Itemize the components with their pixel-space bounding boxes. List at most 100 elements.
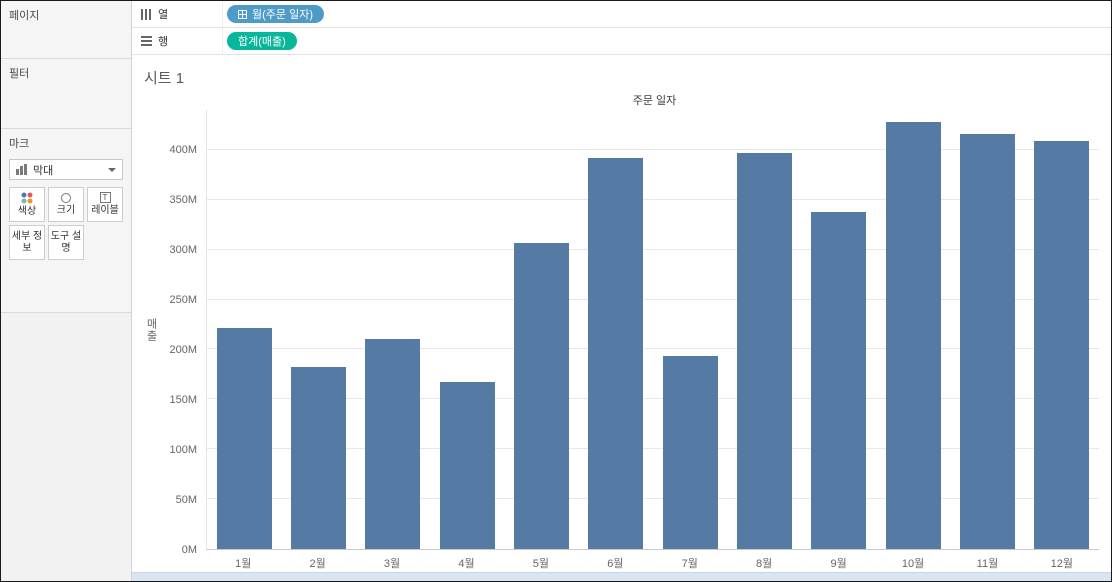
sheet-view: 시트 1 주문 일자 매출 0M 50M 100M 150M 200M 250M 300M 3… [132, 55, 1111, 572]
columns-pill[interactable]: 월(주문 일자) [227, 5, 324, 23]
y-tick-label: 200M [169, 344, 197, 356]
tooltip-button-label: 도구 설명 [50, 231, 82, 254]
mark-buttons: 색상 크기 T 레이블 세부 정보 도구 설명 [9, 187, 123, 260]
y-axis-ticks: 0M 50M 100M 150M 200M 250M 300M 350M 400M [160, 110, 206, 556]
gridline [207, 498, 1099, 500]
gridline [207, 448, 1099, 450]
size-button[interactable]: 크기 [48, 187, 84, 222]
filters-shelf[interactable]: 필터 [1, 59, 131, 129]
pages-shelf[interactable]: 페이지 [1, 1, 131, 59]
gridline [207, 298, 1099, 300]
rows-shelf-head: 행 [132, 33, 222, 49]
x-tick-label: 11월 [976, 558, 999, 570]
bar-slot [281, 110, 355, 549]
x-tick-label: 4월 [458, 558, 475, 570]
bar-slot [653, 110, 727, 549]
detail-button-label: 세부 정보 [11, 231, 43, 254]
rows-pill-label: 합계(매출) [238, 36, 286, 48]
y-tick-label: 150M [169, 394, 197, 406]
bar-slot [950, 110, 1024, 549]
pages-shelf-title: 페이지 [9, 10, 40, 22]
bar-7월[interactable] [662, 356, 718, 549]
y-tick-label: 250M [169, 294, 197, 306]
columns-shelf-head: 열 [132, 6, 222, 22]
bar-12월[interactable] [1034, 140, 1090, 549]
sidebar: 페이지 필터 마크 막대 색상 크기 T [1, 1, 132, 581]
marks-card-title: 마크 [9, 138, 30, 150]
chart-title: 주문 일자 [632, 95, 677, 107]
bar-3월[interactable] [365, 339, 421, 549]
x-tick-label: 12월 [1050, 558, 1074, 570]
x-tick-label: 1월 [235, 558, 252, 570]
y-tick-label: 350M [169, 194, 197, 206]
y-tick-label: 50M [175, 494, 197, 506]
columns-shelf[interactable]: 열 월(주문 일자) [132, 1, 1111, 28]
gridline [207, 248, 1099, 250]
bar-chart-icon [16, 164, 28, 175]
text-label-icon: T [99, 192, 111, 204]
tooltip-button[interactable]: 도구 설명 [48, 225, 84, 260]
bar-slot [207, 110, 281, 549]
bar-slot [579, 110, 653, 549]
x-tick-label: 10월 [901, 558, 925, 570]
bar-slot [876, 110, 950, 549]
gridline [207, 348, 1099, 350]
bar-slot [504, 110, 578, 549]
bar-11월[interactable] [959, 133, 1015, 549]
x-tick-label: 7월 [681, 558, 698, 570]
gridline [207, 398, 1099, 400]
bar-4월[interactable] [439, 382, 495, 549]
y-tick-label: 300M [169, 244, 197, 256]
rows-shelf[interactable]: 행 합계(매출) [132, 28, 1111, 55]
size-icon [61, 192, 71, 203]
size-button-label: 크기 [56, 204, 76, 216]
marks-card: 마크 막대 색상 크기 T 레이블 [1, 129, 131, 313]
bar-slot [356, 110, 430, 549]
x-tick-label: 2월 [309, 558, 326, 570]
x-axis-labels: 1월 2월 3월 4월 5월 6월 7월 8월 9월 10월 11월 12월 [206, 550, 1099, 572]
x-tick-label: 6월 [607, 558, 624, 570]
bar-2월[interactable] [290, 367, 346, 549]
bar-1월[interactable] [216, 327, 272, 549]
main-area: 열 월(주문 일자) 행 합계(매출) 시트 1 주문 일자 [132, 1, 1111, 581]
bar-chart: 매출 0M 50M 100M 150M 200M 250M 300M 350M 400M 1월 2… [142, 110, 1103, 572]
bar-slot [727, 110, 801, 549]
bar-9월[interactable] [811, 211, 867, 549]
color-button-label: 색상 [17, 205, 37, 217]
columns-shelf-drop-zone[interactable]: 월(주문 일자) [222, 1, 1111, 27]
y-tick-label: 100M [169, 444, 197, 456]
horizontal-scrollbar[interactable] [132, 572, 1111, 581]
detail-button[interactable]: 세부 정보 [9, 225, 45, 260]
plot-area [206, 110, 1099, 550]
x-tick-label: 5월 [532, 558, 550, 570]
rows-shelf-label: 행 [158, 36, 169, 48]
rows-shelf-drop-zone[interactable]: 합계(매출) [222, 28, 1111, 54]
columns-icon [141, 8, 152, 20]
color-button[interactable]: 색상 [9, 187, 45, 222]
bars [207, 110, 1099, 549]
columns-shelf-label: 열 [158, 9, 169, 21]
gridline [207, 198, 1099, 200]
bar-10월[interactable] [885, 121, 941, 549]
gridline [207, 148, 1099, 150]
bar-5월[interactable] [513, 242, 569, 549]
label-button-label: 레이블 [91, 205, 119, 217]
mark-type-value: 막대 [33, 164, 54, 177]
rows-pill[interactable]: 합계(매출) [227, 32, 297, 50]
bar-slot [1025, 110, 1099, 549]
x-tick-label: 3월 [383, 558, 401, 570]
sheet-title: 시트 1 [144, 70, 185, 87]
bar-8월[interactable] [736, 152, 792, 549]
label-button[interactable]: T 레이블 [87, 187, 123, 222]
chevron-down-icon [108, 167, 116, 172]
bar-slot [430, 110, 504, 549]
y-tick-label: 0M [181, 544, 197, 556]
bar-6월[interactable] [588, 157, 644, 549]
y-axis-label: 매출 [145, 318, 157, 342]
filters-shelf-title: 필터 [9, 68, 30, 80]
rows-icon [141, 35, 152, 47]
x-tick-label: 8월 [756, 558, 773, 570]
date-icon [238, 9, 247, 19]
mark-type-dropdown[interactable]: 막대 [9, 159, 123, 180]
